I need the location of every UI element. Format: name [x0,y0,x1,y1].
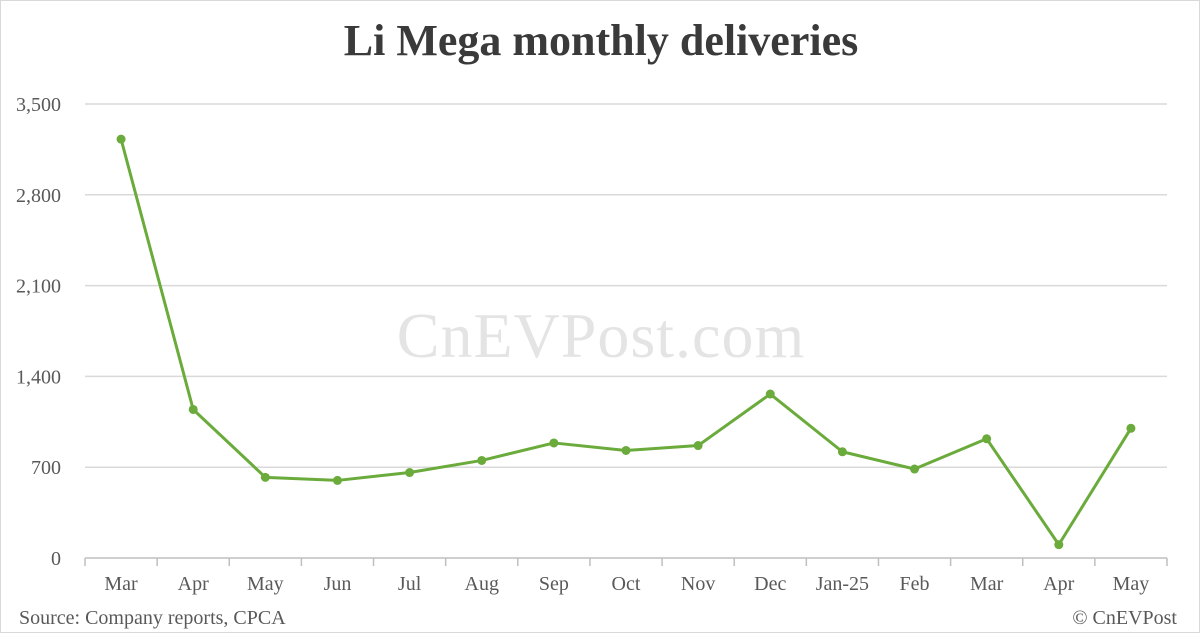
x-tick-label: Jan-25 [816,573,869,595]
x-tick-label: Mar [104,573,138,595]
x-tick-label: Apr [178,573,209,595]
y-tick-label: 3,500 [16,94,61,116]
x-tick-label: Jun [324,573,352,595]
data-point [116,134,126,144]
data-point [837,447,847,457]
series-layer [116,134,1136,550]
data-point [1126,423,1136,433]
y-tick-label: 2,100 [16,276,61,298]
x-tick-label: Feb [900,573,930,595]
x-tick-label: Sep [539,573,569,595]
y-tick-label: 700 [31,457,61,479]
axis-layer: 0 700 1,400 2,100 2,800 3,500 Mar Apr May Jun Jul A… [16,94,1168,595]
chart-title: Li Mega monthly deliveries [343,16,859,65]
copyright-note: © CnEVPost [1072,607,1177,629]
data-point [188,404,198,414]
data-point [332,475,342,485]
y-tick-label: 1,400 [16,366,61,388]
x-tick-label: Nov [681,573,715,595]
data-point [1054,540,1064,550]
data-point [693,441,703,451]
x-tick-label: Jul [398,573,422,595]
data-point [260,472,270,482]
data-point [621,445,631,455]
x-tick-label: May [247,573,284,595]
data-point [549,438,559,448]
series-line [119,138,1133,547]
data-point [982,434,992,444]
data-point [765,389,775,399]
y-tick-label: 2,800 [16,185,61,207]
x-tick-label: Mar [970,573,1004,595]
x-tick-label: Apr [1043,573,1074,595]
x-tick-label: Aug [465,573,499,595]
x-tick-label: Dec [754,573,786,595]
grid-layer [85,103,1167,559]
y-tick-label: 0 [51,548,61,570]
data-point [477,455,487,465]
x-tick-label: May [1113,573,1150,595]
x-tick-label: Oct [612,573,641,595]
watermark-text: CnEVPost.com [396,300,806,371]
data-point [910,464,920,474]
data-point [405,468,415,478]
source-note: Source: Company reports, CPCA [19,607,286,629]
